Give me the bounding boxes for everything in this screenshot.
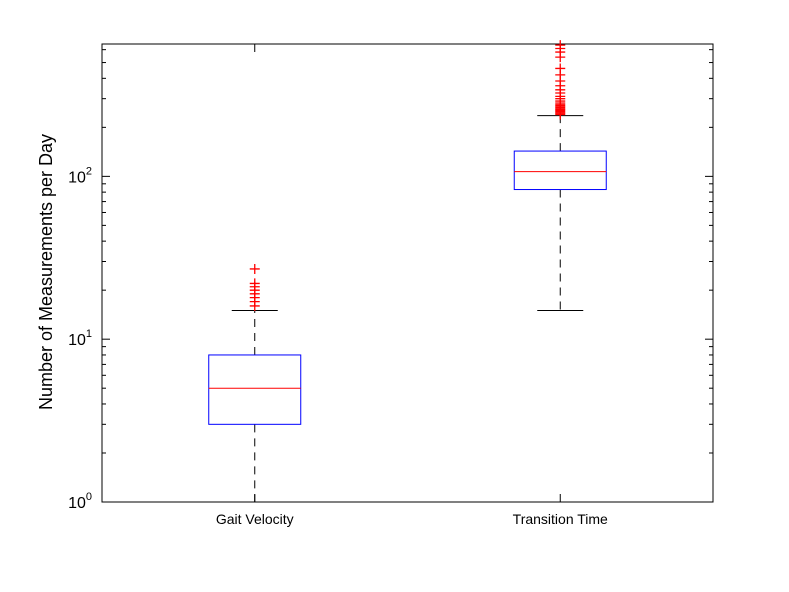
outlier-point [555,40,566,51]
iqr-box [208,354,302,425]
y-tick-label-exponent: 2 [86,165,92,177]
y-tick-label-base: 10 [68,332,86,349]
y-tick-label: 100 [68,491,92,512]
x-category-label: Transition Time [513,511,608,527]
iqr-box [513,150,607,191]
plot-frame [101,43,714,503]
y-tick-label-base: 10 [68,169,86,186]
y-tick-label: 102 [68,165,92,186]
outlier-point [249,263,260,274]
outlier-point [249,278,260,289]
y-tick-label-exponent: 0 [86,491,92,503]
outlier-point [555,63,566,74]
y-tick-label: 101 [68,328,92,349]
x-category-label: Gait Velocity [216,511,294,527]
y-axis-title: Number of Measurements per Day [36,134,56,410]
y-tick-label-exponent: 1 [86,328,92,340]
y-tick-label-base: 10 [68,495,86,512]
